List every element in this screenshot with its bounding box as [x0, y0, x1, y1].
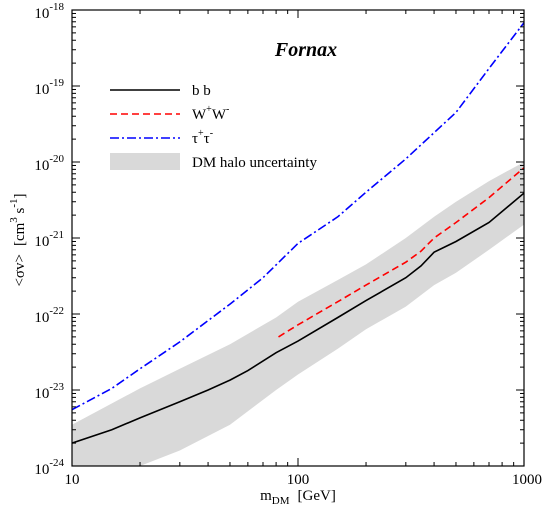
legend-label-bb: b b	[192, 83, 211, 99]
x-tick-label: 1000	[512, 472, 542, 488]
y-tick-label: 10-21	[34, 229, 64, 250]
x-tick-label: 100	[287, 472, 310, 488]
y-tick-label: 10-19	[34, 77, 64, 98]
y-tick-label: 10-18	[34, 1, 64, 22]
y-tick-label: 10-24	[34, 457, 64, 478]
y-tick-label: 10-20	[34, 153, 64, 174]
y-tick-label: 10-23	[34, 381, 64, 402]
chart-title: Fornax	[274, 39, 337, 61]
legend: b b W+W- τ+τ- DM halo uncertainty	[110, 83, 317, 171]
series-layer	[72, 22, 524, 444]
y-axis-title: <σv>[cm3 s-1]	[8, 193, 28, 286]
y-tick-labels: 10-24 10-23 10-22 10-21 10-20 10-19 10-18	[34, 1, 64, 478]
legend-label-band: DM halo uncertainty	[192, 155, 317, 171]
band-layer	[72, 162, 524, 466]
legend-label-tautau: τ+τ-	[192, 128, 213, 147]
tick-layer	[71, 10, 524, 467]
legend-swatch-band	[110, 153, 180, 170]
series-line-1	[278, 167, 524, 338]
series-line-0	[72, 192, 524, 444]
uncertainty-band	[72, 162, 524, 466]
legend-label-ww: W+W-	[192, 104, 229, 123]
x-tick-labels: 10 100 1000	[65, 472, 543, 488]
x-axis-title: mDM [GeV]	[260, 488, 336, 507]
x-tick-label: 10	[65, 472, 80, 488]
y-tick-label: 10-22	[34, 305, 64, 326]
